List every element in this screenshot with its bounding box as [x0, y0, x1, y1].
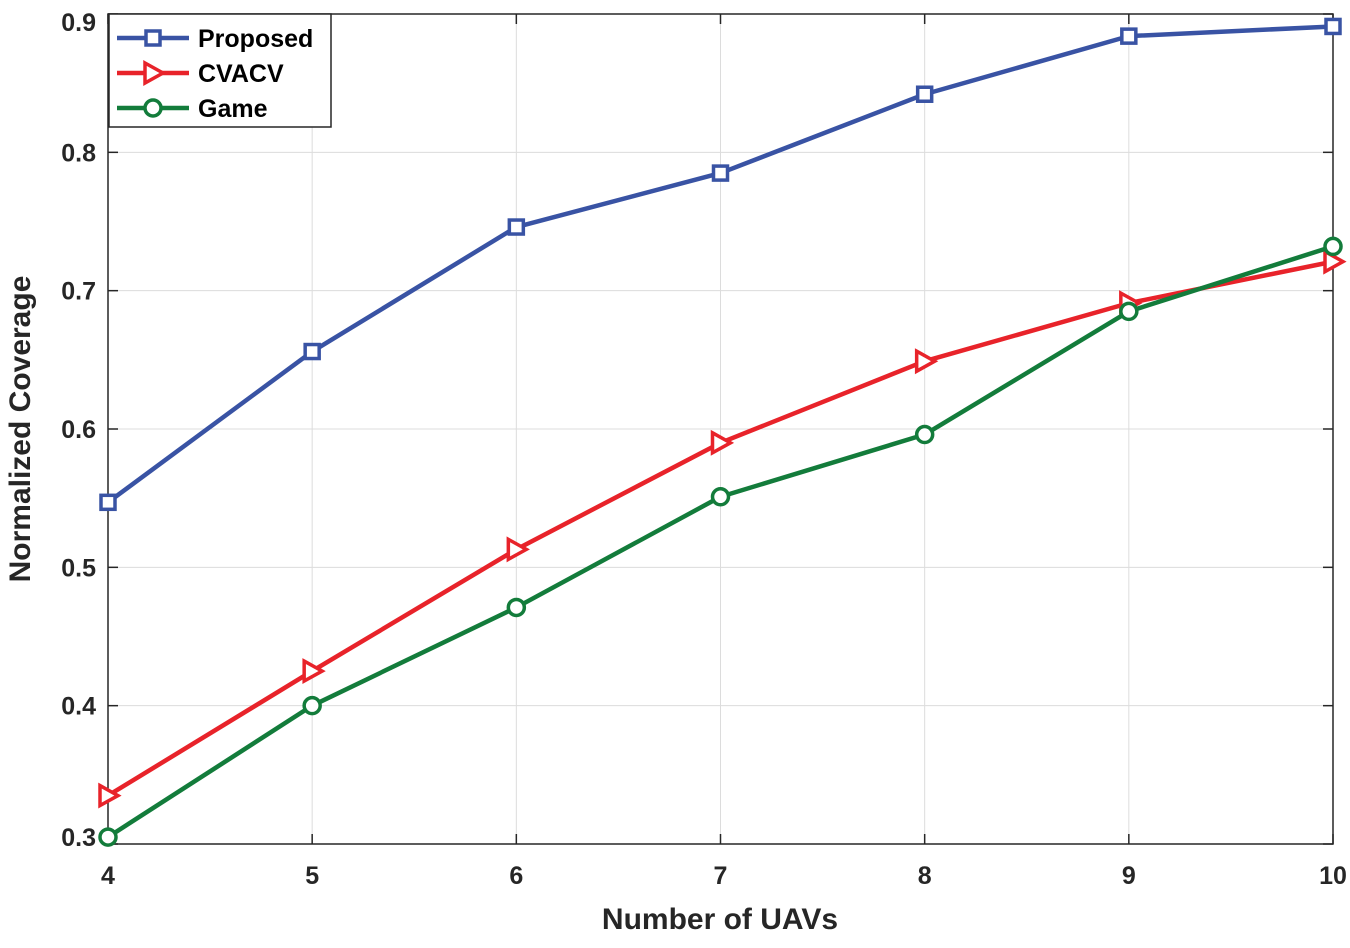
x-tick-label: 10	[1319, 862, 1347, 890]
data-point-game	[1119, 301, 1139, 322]
x-tick-label: 7	[714, 862, 728, 890]
data-point-game	[98, 827, 118, 847]
legend: Proposed CVACV Game	[108, 13, 332, 128]
y-tick-label: 0.7	[61, 278, 96, 306]
legend-label: Game	[198, 95, 268, 123]
series-proposed	[99, 17, 1342, 512]
axis-ticks: 4 5 6 7 8 9 10 0.3 0.4 0.5 0.6 0.7 0.8 0.9	[61, 9, 1347, 890]
legend-swatch-marker	[144, 29, 162, 47]
data-point-proposed	[99, 493, 117, 512]
data-point-cvacv	[98, 782, 122, 809]
y-tick-label: 0.5	[61, 554, 96, 582]
y-tick-label: 0.8	[61, 139, 96, 167]
legend-item-cvacv: CVACV	[117, 60, 284, 88]
data-point-proposed	[915, 85, 934, 103]
data-point-game	[914, 424, 935, 445]
data-point-cvacv	[710, 429, 735, 456]
y-tick-label: 0.4	[61, 693, 96, 721]
x-tick-label: 8	[918, 862, 932, 890]
data-point-cvacv	[506, 536, 530, 563]
data-point-cvacv	[1323, 248, 1347, 275]
legend-label: Proposed	[198, 25, 313, 53]
legend-item-game: Game	[117, 95, 268, 123]
data-point-proposed	[1324, 17, 1342, 36]
data-point-cvacv	[302, 658, 326, 685]
data-point-proposed	[507, 218, 526, 236]
x-tick-label: 6	[509, 862, 523, 890]
data-point-proposed	[303, 342, 321, 361]
data-point-game	[1323, 236, 1343, 257]
y-tick-label: 0.9	[61, 9, 96, 37]
data-point-proposed	[711, 164, 730, 182]
y-tick-label: 0.3	[61, 824, 96, 852]
legend-item-proposed: Proposed	[117, 25, 313, 53]
series-group	[98, 17, 1347, 847]
x-tick-label: 9	[1122, 862, 1136, 890]
data-point-cvacv	[914, 348, 939, 375]
x-tick-label: 5	[305, 862, 319, 890]
legend-swatch-marker	[143, 98, 163, 118]
legend-label: CVACV	[198, 60, 284, 88]
y-axis-label: Normalized Coverage	[4, 276, 37, 583]
x-axis-label: Number of UAVs	[602, 903, 838, 936]
series-game	[98, 236, 1343, 847]
data-point-game	[302, 695, 322, 716]
y-tick-label: 0.6	[61, 416, 96, 444]
legend-swatch-marker	[143, 60, 167, 86]
data-point-game	[710, 487, 731, 507]
x-tick-label: 4	[101, 862, 115, 890]
data-point-proposed	[1120, 27, 1138, 45]
data-point-game	[506, 597, 527, 618]
